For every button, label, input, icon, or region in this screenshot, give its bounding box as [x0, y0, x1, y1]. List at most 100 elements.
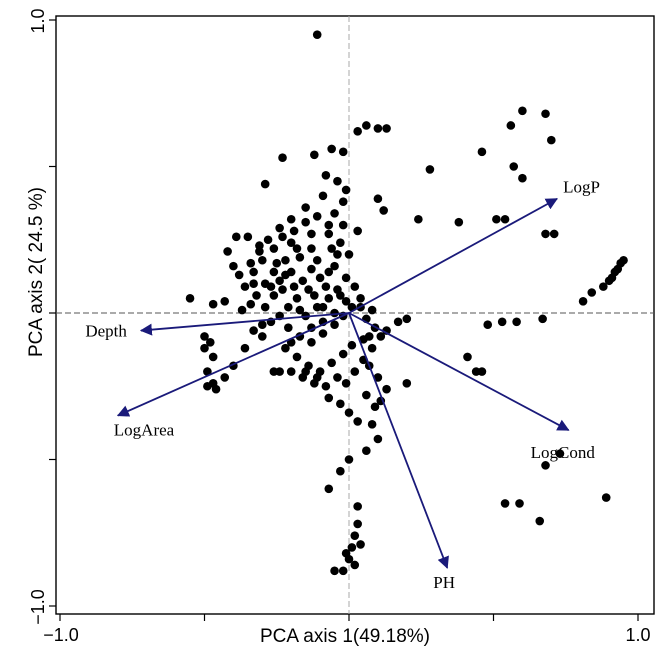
- data-point: [344, 455, 354, 464]
- vector-logp: [348, 197, 558, 314]
- data-point: [362, 390, 371, 400]
- data-point: [229, 261, 238, 271]
- data-point: [258, 332, 267, 341]
- data-point: [414, 214, 423, 224]
- data-point: [298, 276, 308, 286]
- data-point: [578, 296, 588, 306]
- data-point: [292, 244, 302, 253]
- data-point: [356, 540, 365, 549]
- data-point: [330, 566, 339, 576]
- data-point: [203, 367, 212, 376]
- data-point: [246, 258, 256, 268]
- data-point: [295, 305, 305, 315]
- data-point: [269, 291, 279, 300]
- y-axis-label: PCA axis 2( 24.5 %): [26, 187, 47, 357]
- data-point: [324, 294, 334, 303]
- vector-logarea: [116, 312, 350, 417]
- data-point: [318, 329, 328, 338]
- data-point: [350, 282, 360, 291]
- data-point: [353, 127, 362, 136]
- data-point: [402, 314, 412, 324]
- data-point: [555, 449, 565, 458]
- data-point: [353, 226, 362, 236]
- data-point: [260, 302, 270, 312]
- data-point: [324, 267, 334, 277]
- data-point: [301, 217, 310, 227]
- data-point: [509, 162, 519, 171]
- data-point: [223, 247, 232, 256]
- data-point: [373, 194, 383, 204]
- loading-vectors: LogP Depth LogArea LogCond PH: [85, 178, 600, 592]
- data-point: [286, 214, 296, 224]
- data-point: [312, 373, 322, 382]
- x-axis-label: PCA axis 1(49.18%): [260, 626, 430, 646]
- data-point: [234, 270, 244, 280]
- data-point: [330, 320, 339, 330]
- data-point: [373, 434, 383, 444]
- data-point: [541, 461, 550, 470]
- data-point: [205, 338, 215, 347]
- data-point: [310, 150, 319, 160]
- data-point: [341, 379, 351, 388]
- data-point: [220, 296, 230, 306]
- data-point: [315, 273, 325, 283]
- data-point: [286, 367, 296, 376]
- data-point: [263, 235, 273, 245]
- x-tick-label-min: −1.0: [43, 625, 79, 645]
- x-tick-label-max: 1.0: [625, 625, 650, 645]
- data-point: [382, 124, 391, 133]
- data-point: [515, 499, 524, 508]
- data-point: [255, 241, 264, 250]
- data-point: [327, 244, 336, 253]
- data-point: [538, 314, 547, 324]
- data-point: [318, 191, 328, 201]
- data-point: [367, 343, 377, 353]
- data-point: [208, 352, 218, 362]
- data-point: [350, 367, 360, 376]
- data-point: [338, 220, 348, 230]
- data-point: [338, 147, 348, 157]
- axis-ticks: [49, 19, 639, 621]
- data-point: [307, 264, 316, 274]
- data-point: [312, 255, 322, 265]
- data-point: [272, 258, 282, 268]
- data-point: [220, 373, 230, 382]
- data-point: [281, 255, 290, 265]
- data-point: [301, 367, 310, 376]
- data-point: [599, 282, 608, 291]
- data-point: [278, 153, 287, 163]
- data-point: [330, 209, 339, 218]
- data-point: [275, 223, 284, 233]
- vector-label-logcond: LogCond: [531, 443, 596, 462]
- data-point: [492, 214, 501, 224]
- data-point: [547, 135, 556, 145]
- data-point: [286, 238, 296, 247]
- data-point: [312, 30, 322, 39]
- vector-label-logarea: LogArea: [114, 421, 175, 440]
- data-point: [336, 291, 345, 300]
- data-point: [330, 308, 339, 318]
- data-point: [341, 185, 351, 195]
- data-point: [373, 373, 383, 382]
- data-point: [356, 294, 365, 303]
- data-point: [289, 226, 299, 236]
- data-point: [367, 420, 377, 429]
- data-point: [393, 317, 403, 327]
- data-point: [341, 273, 351, 283]
- data-point: [497, 317, 507, 327]
- data-point: [203, 381, 212, 391]
- data-point: [324, 229, 334, 239]
- data-point: [307, 244, 316, 253]
- data-point: [312, 212, 322, 221]
- data-point: [382, 384, 391, 394]
- data-point: [336, 238, 345, 247]
- data-point: [518, 106, 527, 116]
- data-point: [318, 302, 328, 312]
- data-point: [350, 531, 360, 540]
- vector-label-ph: PH: [433, 573, 455, 592]
- data-point: [301, 203, 310, 212]
- data-point: [304, 285, 313, 294]
- data-point: [231, 232, 241, 242]
- data-point: [281, 343, 290, 353]
